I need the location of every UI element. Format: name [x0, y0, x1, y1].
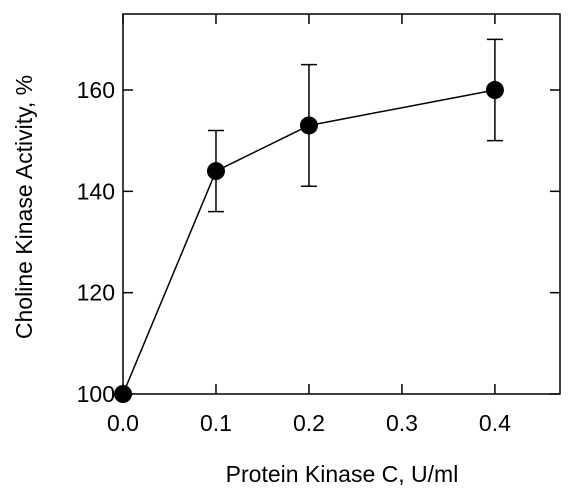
data-point: [485, 81, 504, 99]
y-tick-label: 120: [77, 280, 115, 306]
x-tick-label: 0.0: [107, 410, 139, 436]
x-tick-label: 0.3: [386, 410, 418, 436]
y-tick-label: 140: [77, 178, 115, 204]
data-point: [114, 385, 132, 403]
x-axis-title: Protein Kinase C, U/ml: [226, 461, 459, 487]
data-point: [299, 116, 318, 135]
error-bars: [207, 38, 503, 213]
data-points: [114, 81, 504, 403]
y-tick-label: 100: [77, 381, 115, 407]
x-tick-label: 0.4: [479, 410, 511, 436]
x-tick-label: 0.2: [293, 410, 325, 436]
series-polyline: [122, 89, 496, 395]
plot-frame: [122, 13, 561, 395]
series-line: [122, 89, 496, 395]
tick-labels: 0.0 0.1 0.2 0.3 0.4 100 120 140 160: [77, 77, 511, 436]
y-axis-title: Choline Kinase Activity, %: [11, 75, 37, 339]
x-tick-label: 0.1: [200, 410, 232, 436]
y-tick-label: 160: [77, 77, 115, 103]
ticks: [122, 14, 560, 395]
data-point: [206, 162, 225, 181]
